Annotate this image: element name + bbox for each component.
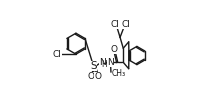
- Text: N: N: [107, 58, 114, 67]
- Text: O: O: [87, 72, 95, 81]
- Text: O: O: [94, 72, 101, 81]
- Text: S: S: [91, 61, 97, 71]
- Text: Cl: Cl: [122, 20, 131, 29]
- Text: O: O: [111, 45, 118, 54]
- Text: CH₃: CH₃: [111, 69, 125, 78]
- Text: N: N: [99, 58, 106, 67]
- Text: Cl: Cl: [53, 50, 62, 59]
- Text: H: H: [101, 60, 107, 69]
- Text: Cl: Cl: [110, 20, 119, 29]
